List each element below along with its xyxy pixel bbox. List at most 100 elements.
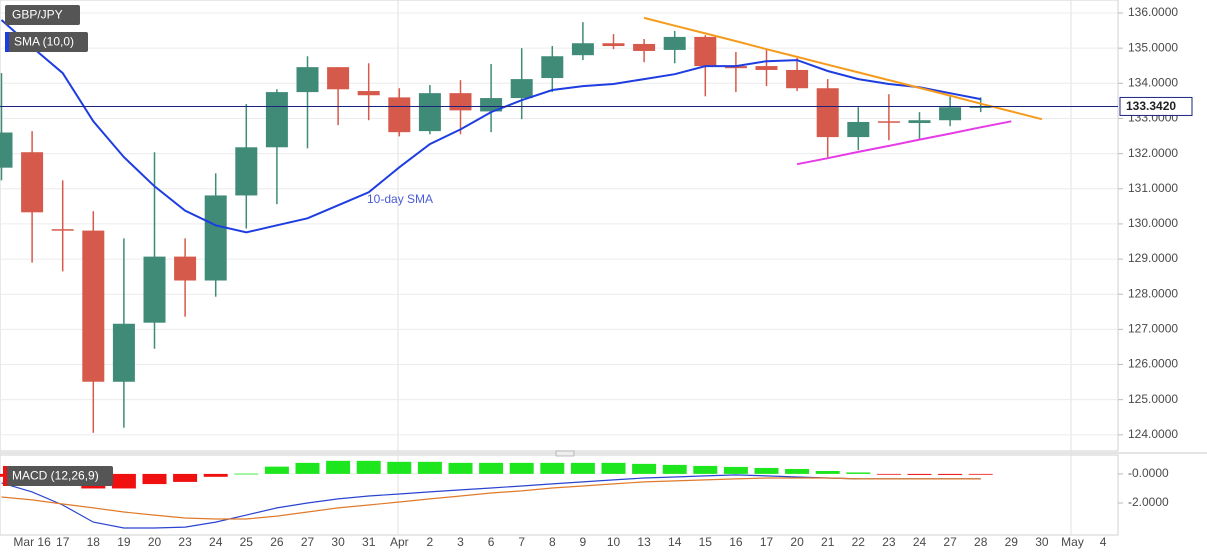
y-tick-label: 136.0000 xyxy=(1128,5,1178,19)
y-tick-label: 126.0000 xyxy=(1128,357,1178,371)
candle-body xyxy=(388,97,411,133)
x-tick-label: 4 xyxy=(1100,535,1107,549)
x-tick-label: 2 xyxy=(427,535,434,549)
histogram-bar xyxy=(540,462,565,474)
legend-box[interactable] xyxy=(5,32,88,52)
y-tick-label: 129.0000 xyxy=(1128,251,1178,265)
x-tick-label: 30 xyxy=(331,535,345,549)
plot-layer: 124.0000 125.0000 126.0000 127.0000 128.0000… xyxy=(0,5,1193,549)
y-tick-label: -0.0000 xyxy=(1128,466,1169,480)
x-tick-label: 22 xyxy=(852,535,866,549)
macd-legend-box[interactable] xyxy=(3,466,113,486)
histogram-bar xyxy=(142,473,167,485)
candle-body xyxy=(51,229,74,231)
x-tick-label: 20 xyxy=(148,535,162,549)
y-tick-label: -2.0000 xyxy=(1128,495,1169,509)
x-tick-label: May xyxy=(1061,535,1084,549)
x-tick-label: 18 xyxy=(87,535,101,549)
candle-body xyxy=(571,43,594,56)
y-tick-label: 131.0000 xyxy=(1128,181,1178,195)
symbol-box xyxy=(5,5,80,25)
histogram-bar xyxy=(662,464,687,474)
candle-body xyxy=(143,256,166,323)
candle-body xyxy=(908,120,931,124)
y-tick-label: 128.0000 xyxy=(1128,286,1178,300)
x-tick-label: 8 xyxy=(549,535,556,549)
candle-body xyxy=(939,107,962,121)
x-tick-label: 23 xyxy=(178,535,192,549)
line xyxy=(0,19,981,234)
x-tick-label: 17 xyxy=(56,535,70,549)
histogram-bar xyxy=(815,471,840,474)
histogram-bar xyxy=(938,473,963,475)
histogram-bar xyxy=(876,473,901,475)
histogram-bar xyxy=(173,473,198,482)
x-tick-label: 29 xyxy=(1005,535,1019,549)
y-tick-label: 124.0000 xyxy=(1128,427,1178,441)
histogram-bar xyxy=(387,461,412,474)
last-price-box xyxy=(1119,96,1193,116)
histogram-bar xyxy=(509,462,534,474)
annotation: 10-day SMA xyxy=(367,192,433,206)
y-tick-label: 132.0000 xyxy=(1128,146,1178,160)
y-tick-label: 130.0000 xyxy=(1128,216,1178,230)
x-tick-label: 26 xyxy=(270,535,284,549)
candle-body xyxy=(694,36,717,67)
histogram-bar xyxy=(570,462,595,474)
candle-body xyxy=(755,66,778,70)
x-tick-label: 20 xyxy=(790,535,804,549)
line xyxy=(796,120,1012,166)
x-tick-label: 17 xyxy=(760,535,774,549)
y-tick-label: 135.0000 xyxy=(1128,40,1178,54)
legend-swatch xyxy=(3,466,7,486)
histogram-bar xyxy=(907,473,932,475)
candle-body xyxy=(633,43,656,51)
candle-body xyxy=(21,152,44,213)
candle-body xyxy=(663,36,686,50)
x-tick-label: Mar 16 xyxy=(13,535,51,549)
x-tick-label: 9 xyxy=(580,535,587,549)
candle-body xyxy=(296,67,319,93)
candle-body xyxy=(0,132,13,168)
candle-body xyxy=(602,43,625,47)
histogram-bar xyxy=(264,466,289,474)
candle-body xyxy=(112,323,135,382)
legend-swatch xyxy=(5,32,9,52)
histogram-bar xyxy=(632,463,657,474)
candle-body xyxy=(418,93,441,132)
histogram-bar xyxy=(968,473,993,475)
x-tick-label: 25 xyxy=(240,535,254,549)
x-tick-label: 21 xyxy=(821,535,835,549)
candle-body xyxy=(265,92,288,148)
x-tick-label: 16 xyxy=(729,535,743,549)
candle-body xyxy=(877,121,900,123)
line xyxy=(1,477,981,520)
histogram-bar xyxy=(693,465,718,474)
x-tick-label: 27 xyxy=(301,535,315,549)
x-tick-label: 3 xyxy=(457,535,464,549)
legend-label: SMA (10,0) xyxy=(14,35,74,49)
candle-body xyxy=(541,56,564,79)
candle-body xyxy=(357,91,380,96)
x-tick-label: 31 xyxy=(362,535,376,549)
histogram-bar xyxy=(326,460,351,474)
line xyxy=(643,16,1043,121)
candle-body xyxy=(235,147,258,196)
candle-body xyxy=(449,93,472,111)
candle-body xyxy=(204,195,227,281)
candle-body xyxy=(510,79,533,99)
histogram-bar xyxy=(111,473,136,489)
histogram-bar xyxy=(448,462,473,474)
y-tick-label: 125.0000 xyxy=(1128,392,1178,406)
x-tick-label: 6 xyxy=(488,535,495,549)
histogram-bar xyxy=(295,462,320,474)
histogram-bar xyxy=(754,467,779,474)
last-price-label: 133.3420 xyxy=(1126,99,1176,113)
resize-handle[interactable] xyxy=(555,450,575,457)
histogram-bar xyxy=(234,473,259,475)
histogram-bar xyxy=(417,461,442,474)
histogram-bar xyxy=(723,466,748,474)
histogram-bar xyxy=(356,460,381,474)
x-tick-label: 10 xyxy=(607,535,621,549)
x-tick-label: 15 xyxy=(699,535,713,549)
